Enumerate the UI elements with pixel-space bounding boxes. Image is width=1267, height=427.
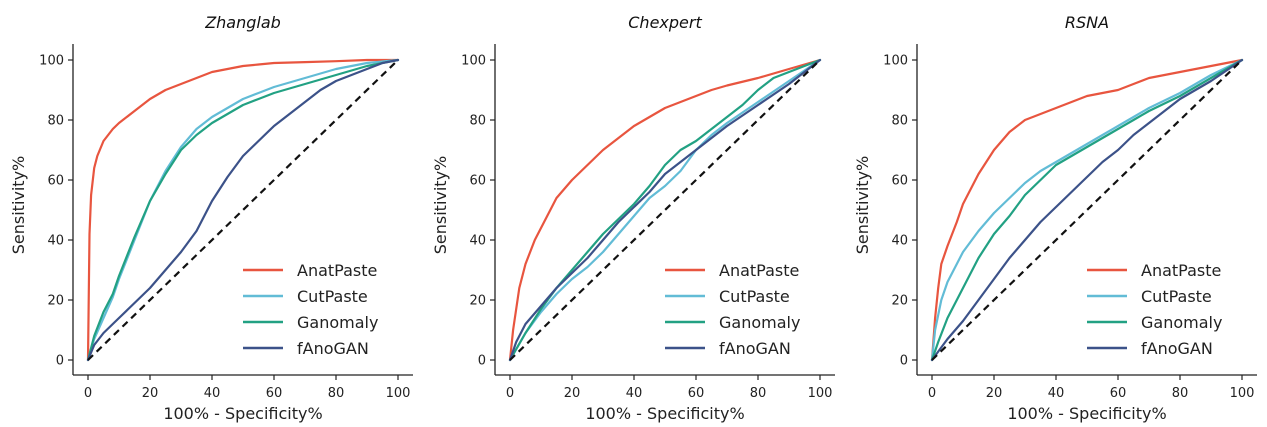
chart-panel-rsna: RSNA 0 20 40 60 80 100 0 20 40 60 80 100 100% - Speci… <box>853 13 1257 423</box>
series-line-anatpaste <box>86 58 400 362</box>
legend-item-anatpaste: AnatPaste <box>665 261 799 280</box>
y-tick-label: 0 <box>478 354 486 369</box>
legend-label: CutPaste <box>1141 287 1212 306</box>
legend-item-fanogan: fAnoGAN <box>665 339 791 358</box>
legend-item-anatpaste: AnatPaste <box>1087 261 1221 280</box>
x-tick-label: 80 <box>1172 386 1189 401</box>
y-tick-label: 80 <box>891 114 908 129</box>
legend-label: CutPaste <box>297 287 368 306</box>
series-line-anatpaste <box>508 58 822 362</box>
x-tick-label: 20 <box>986 386 1003 401</box>
chart-title: Zhanglab <box>204 13 281 32</box>
legend-label: Ganomaly <box>1141 313 1222 332</box>
x-tick-label: 80 <box>328 386 345 401</box>
y-tick-label: 0 <box>900 354 908 369</box>
y-tick-label: 60 <box>47 174 64 189</box>
x-tick-label: 0 <box>506 386 514 401</box>
x-tick-label: 100 <box>808 386 833 401</box>
y-tick-label: 100 <box>461 54 486 69</box>
y-tick-label: 60 <box>891 174 908 189</box>
chart-title: Chexpert <box>628 13 702 32</box>
legend-label: fAnoGAN <box>1141 339 1213 358</box>
y-tick-label: 40 <box>469 234 486 249</box>
chart-panel-zhanglab: Zhanglab 0 20 40 60 80 100 0 20 40 60 80 100 100% - S… <box>9 13 413 423</box>
y-axis-label: Sensitivity% <box>9 156 28 255</box>
y-axis-label: Sensitivity% <box>431 156 450 255</box>
y-tick-label: 100 <box>39 54 64 69</box>
x-tick-label: 40 <box>204 386 221 401</box>
x-tick-label: 20 <box>142 386 159 401</box>
legend-label: fAnoGAN <box>297 339 369 358</box>
legend-label: Ganomaly <box>719 313 800 332</box>
legend-item-cutpaste: CutPaste <box>665 287 790 306</box>
x-tick-label: 0 <box>84 386 92 401</box>
legend-item-cutpaste: CutPaste <box>1087 287 1212 306</box>
legend-label: Ganomaly <box>297 313 378 332</box>
series-line-cutpaste <box>508 58 822 362</box>
y-tick-label: 100 <box>883 54 908 69</box>
series-line-ganomaly <box>930 58 1244 362</box>
y-tick-label: 20 <box>469 294 486 309</box>
legend-item-ganomaly: Ganomaly <box>1087 313 1222 332</box>
y-tick-label: 20 <box>47 294 64 309</box>
series-line-fanogan <box>930 58 1244 362</box>
legend-item-ganomaly: Ganomaly <box>665 313 800 332</box>
legend-item-fanogan: fAnoGAN <box>1087 339 1213 358</box>
y-tick-label: 0 <box>56 354 64 369</box>
x-tick-label: 60 <box>688 386 705 401</box>
x-axis-label: 100% - Specificity% <box>1007 404 1166 423</box>
series-line-cutpaste <box>86 58 400 362</box>
y-tick-label: 80 <box>47 114 64 129</box>
legend-label: fAnoGAN <box>719 339 791 358</box>
chart-panel-chexpert: Chexpert 0 20 40 60 80 100 0 20 40 60 80 100 100% - S… <box>431 13 835 423</box>
legend-item-ganomaly: Ganomaly <box>243 313 378 332</box>
x-axis-label: 100% - Specificity% <box>163 404 322 423</box>
y-axis-label: Sensitivity% <box>853 156 872 255</box>
series-line-ganomaly <box>86 58 400 362</box>
x-tick-label: 40 <box>626 386 643 401</box>
y-tick-label: 40 <box>47 234 64 249</box>
y-tick-label: 80 <box>469 114 486 129</box>
x-tick-label: 60 <box>1110 386 1127 401</box>
y-tick-label: 60 <box>469 174 486 189</box>
legend-item-fanogan: fAnoGAN <box>243 339 369 358</box>
legend-label: AnatPaste <box>297 261 377 280</box>
y-tick-label: 40 <box>891 234 908 249</box>
legend-label: AnatPaste <box>1141 261 1221 280</box>
x-tick-label: 60 <box>266 386 283 401</box>
series-line-fanogan <box>86 58 400 362</box>
legend-item-anatpaste: AnatPaste <box>243 261 377 280</box>
x-tick-label: 80 <box>750 386 767 401</box>
series-line-fanogan <box>508 58 822 362</box>
x-tick-label: 100 <box>386 386 411 401</box>
y-tick-label: 20 <box>891 294 908 309</box>
x-tick-label: 40 <box>1048 386 1065 401</box>
legend-label: CutPaste <box>719 287 790 306</box>
chart-title: RSNA <box>1065 13 1109 32</box>
series-line-anatpaste <box>930 58 1244 362</box>
x-tick-label: 20 <box>564 386 581 401</box>
series-line-cutpaste <box>930 58 1244 362</box>
legend-item-cutpaste: CutPaste <box>243 287 368 306</box>
x-axis-label: 100% - Specificity% <box>585 404 744 423</box>
x-tick-label: 0 <box>928 386 936 401</box>
legend-label: AnatPaste <box>719 261 799 280</box>
x-tick-label: 100 <box>1230 386 1255 401</box>
